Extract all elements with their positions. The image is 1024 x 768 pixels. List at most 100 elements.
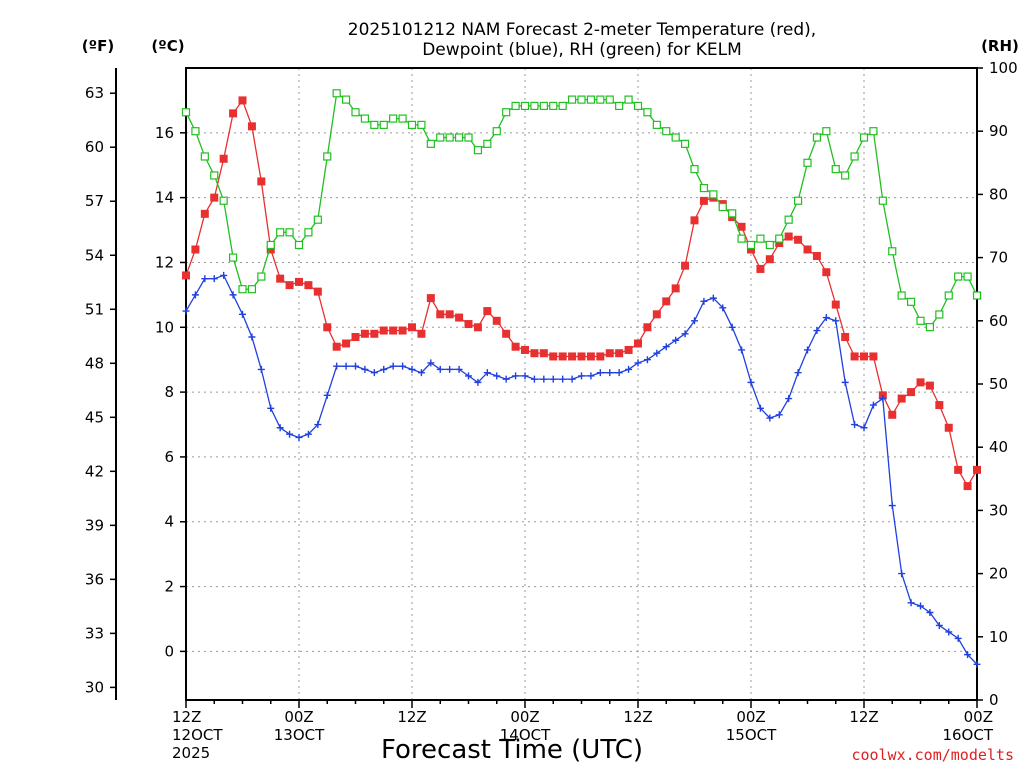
rh-point: [643, 108, 652, 117]
dewpoint-point: [257, 365, 265, 373]
rh-point: [784, 215, 793, 224]
dewpoint-point: [634, 359, 642, 367]
temperature-point: [313, 287, 322, 296]
fahrenheit-tick-label: 54: [85, 246, 104, 264]
rh-point: [577, 95, 586, 104]
temperature-point: [812, 251, 821, 260]
dewpoint-point: [446, 365, 454, 373]
rh-point: [728, 209, 737, 218]
dewpoint-point: [832, 317, 840, 325]
rh-point: [200, 152, 209, 161]
dewpoint-point: [898, 570, 906, 578]
temperature-point: [860, 352, 868, 361]
dewpoint-point: [323, 391, 331, 399]
temperature-point: [332, 342, 341, 351]
rh-unit-label: (RH): [981, 37, 1019, 55]
rh-point: [690, 165, 699, 174]
dewpoint-point: [691, 317, 698, 325]
dewpoint-point: [182, 307, 190, 315]
temperature-point: [568, 352, 577, 361]
rh-point: [878, 196, 887, 205]
rh-point: [539, 101, 548, 111]
dewpoint-point: [917, 602, 924, 610]
x-tick-date-label: 14OCT: [500, 726, 551, 744]
dewpoint-point: [804, 346, 811, 354]
rh-point: [605, 95, 614, 104]
dewpoint-point: [530, 375, 538, 383]
temperature-point: [888, 410, 897, 419]
rh-point: [417, 120, 426, 129]
temperature-point: [831, 300, 840, 309]
dewpoint-point: [681, 330, 689, 338]
rh-point: [709, 190, 718, 199]
x-tick-label: 00Z: [284, 708, 313, 726]
celsius-tick-label: 14: [155, 189, 174, 207]
x-tick-label: 00Z: [736, 708, 765, 726]
fahrenheit-tick-label: 48: [85, 354, 104, 372]
rh-point: [615, 101, 624, 111]
dewpoint-point: [201, 275, 209, 283]
dewpoint-point: [502, 375, 510, 383]
dewpoint-point: [474, 378, 482, 386]
rh-point: [737, 234, 746, 243]
dewpoint-point: [248, 333, 256, 341]
rh-point: [831, 165, 840, 174]
temperature-point: [954, 465, 963, 474]
rh-point: [210, 171, 219, 180]
rh-point: [662, 127, 671, 136]
dewpoint-point: [399, 362, 407, 370]
rh-point: [181, 108, 191, 117]
rh-point: [483, 139, 492, 148]
temperature-point: [681, 261, 690, 270]
dewpoint-point: [267, 404, 275, 412]
rh-point: [596, 95, 605, 104]
temperature-point: [276, 274, 285, 283]
temperature-point: [530, 349, 539, 358]
temperature-point: [916, 378, 925, 387]
temperature-point: [379, 326, 388, 335]
temperature-point: [398, 326, 407, 335]
rh-point: [633, 101, 643, 111]
fahrenheit-tick-label: 33: [85, 624, 104, 642]
rh-tick-label: 70: [989, 249, 1008, 267]
temperature-point: [360, 329, 369, 338]
dewpoint-point: [304, 430, 312, 438]
x-tick-label: 00Z: [510, 708, 539, 726]
temperature-point: [558, 352, 567, 361]
credit-text: coolwx.com/modelts: [851, 746, 1014, 764]
dewpoint-point: [822, 314, 830, 322]
dewpoint-point: [493, 372, 501, 380]
celsius-tick-label: 8: [164, 383, 174, 401]
x-tick-date-label: 16OCT: [942, 726, 993, 744]
temperature-point: [690, 216, 699, 225]
rh-point: [238, 285, 247, 294]
rh-point: [370, 120, 379, 129]
plot-frame: [185, 67, 978, 701]
temperature-point: [765, 255, 774, 264]
temperature-point: [671, 284, 680, 293]
temperature-point: [935, 401, 944, 410]
rh-point: [389, 114, 398, 123]
dewpoint-point: [417, 369, 425, 377]
dewpoint-point: [352, 362, 359, 370]
dewpoint-point: [229, 291, 237, 299]
dewpoint-point: [191, 291, 199, 299]
dewpoint-point: [512, 372, 520, 380]
fahrenheit-tick-label: 57: [85, 192, 104, 210]
temperature-point: [210, 193, 219, 202]
dewpoint-point: [483, 369, 491, 377]
temperature-point: [624, 345, 633, 354]
dewpoint-point: [596, 369, 604, 377]
celsius-tick-label: 10: [155, 318, 174, 336]
rh-point: [360, 114, 370, 123]
rh-tick-label: 60: [989, 312, 1008, 330]
temperature-point: [342, 339, 351, 348]
celsius-tick-label: 16: [155, 124, 174, 142]
chart-title-line2: Dewpoint (blue), RH (green) for KELM: [422, 40, 742, 60]
temperature-point: [257, 177, 266, 186]
temperature-point: [408, 323, 416, 332]
temperature-point: [897, 394, 906, 403]
rh-point: [304, 228, 313, 237]
dewpoint-point: [389, 362, 397, 370]
dewpoint-point: [785, 395, 793, 403]
